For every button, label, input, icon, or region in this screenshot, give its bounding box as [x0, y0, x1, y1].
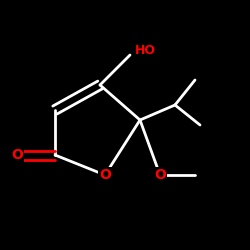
Text: O: O: [12, 148, 24, 162]
Text: O: O: [99, 168, 111, 182]
Text: HO: HO: [135, 44, 156, 57]
Text: O: O: [154, 168, 166, 182]
